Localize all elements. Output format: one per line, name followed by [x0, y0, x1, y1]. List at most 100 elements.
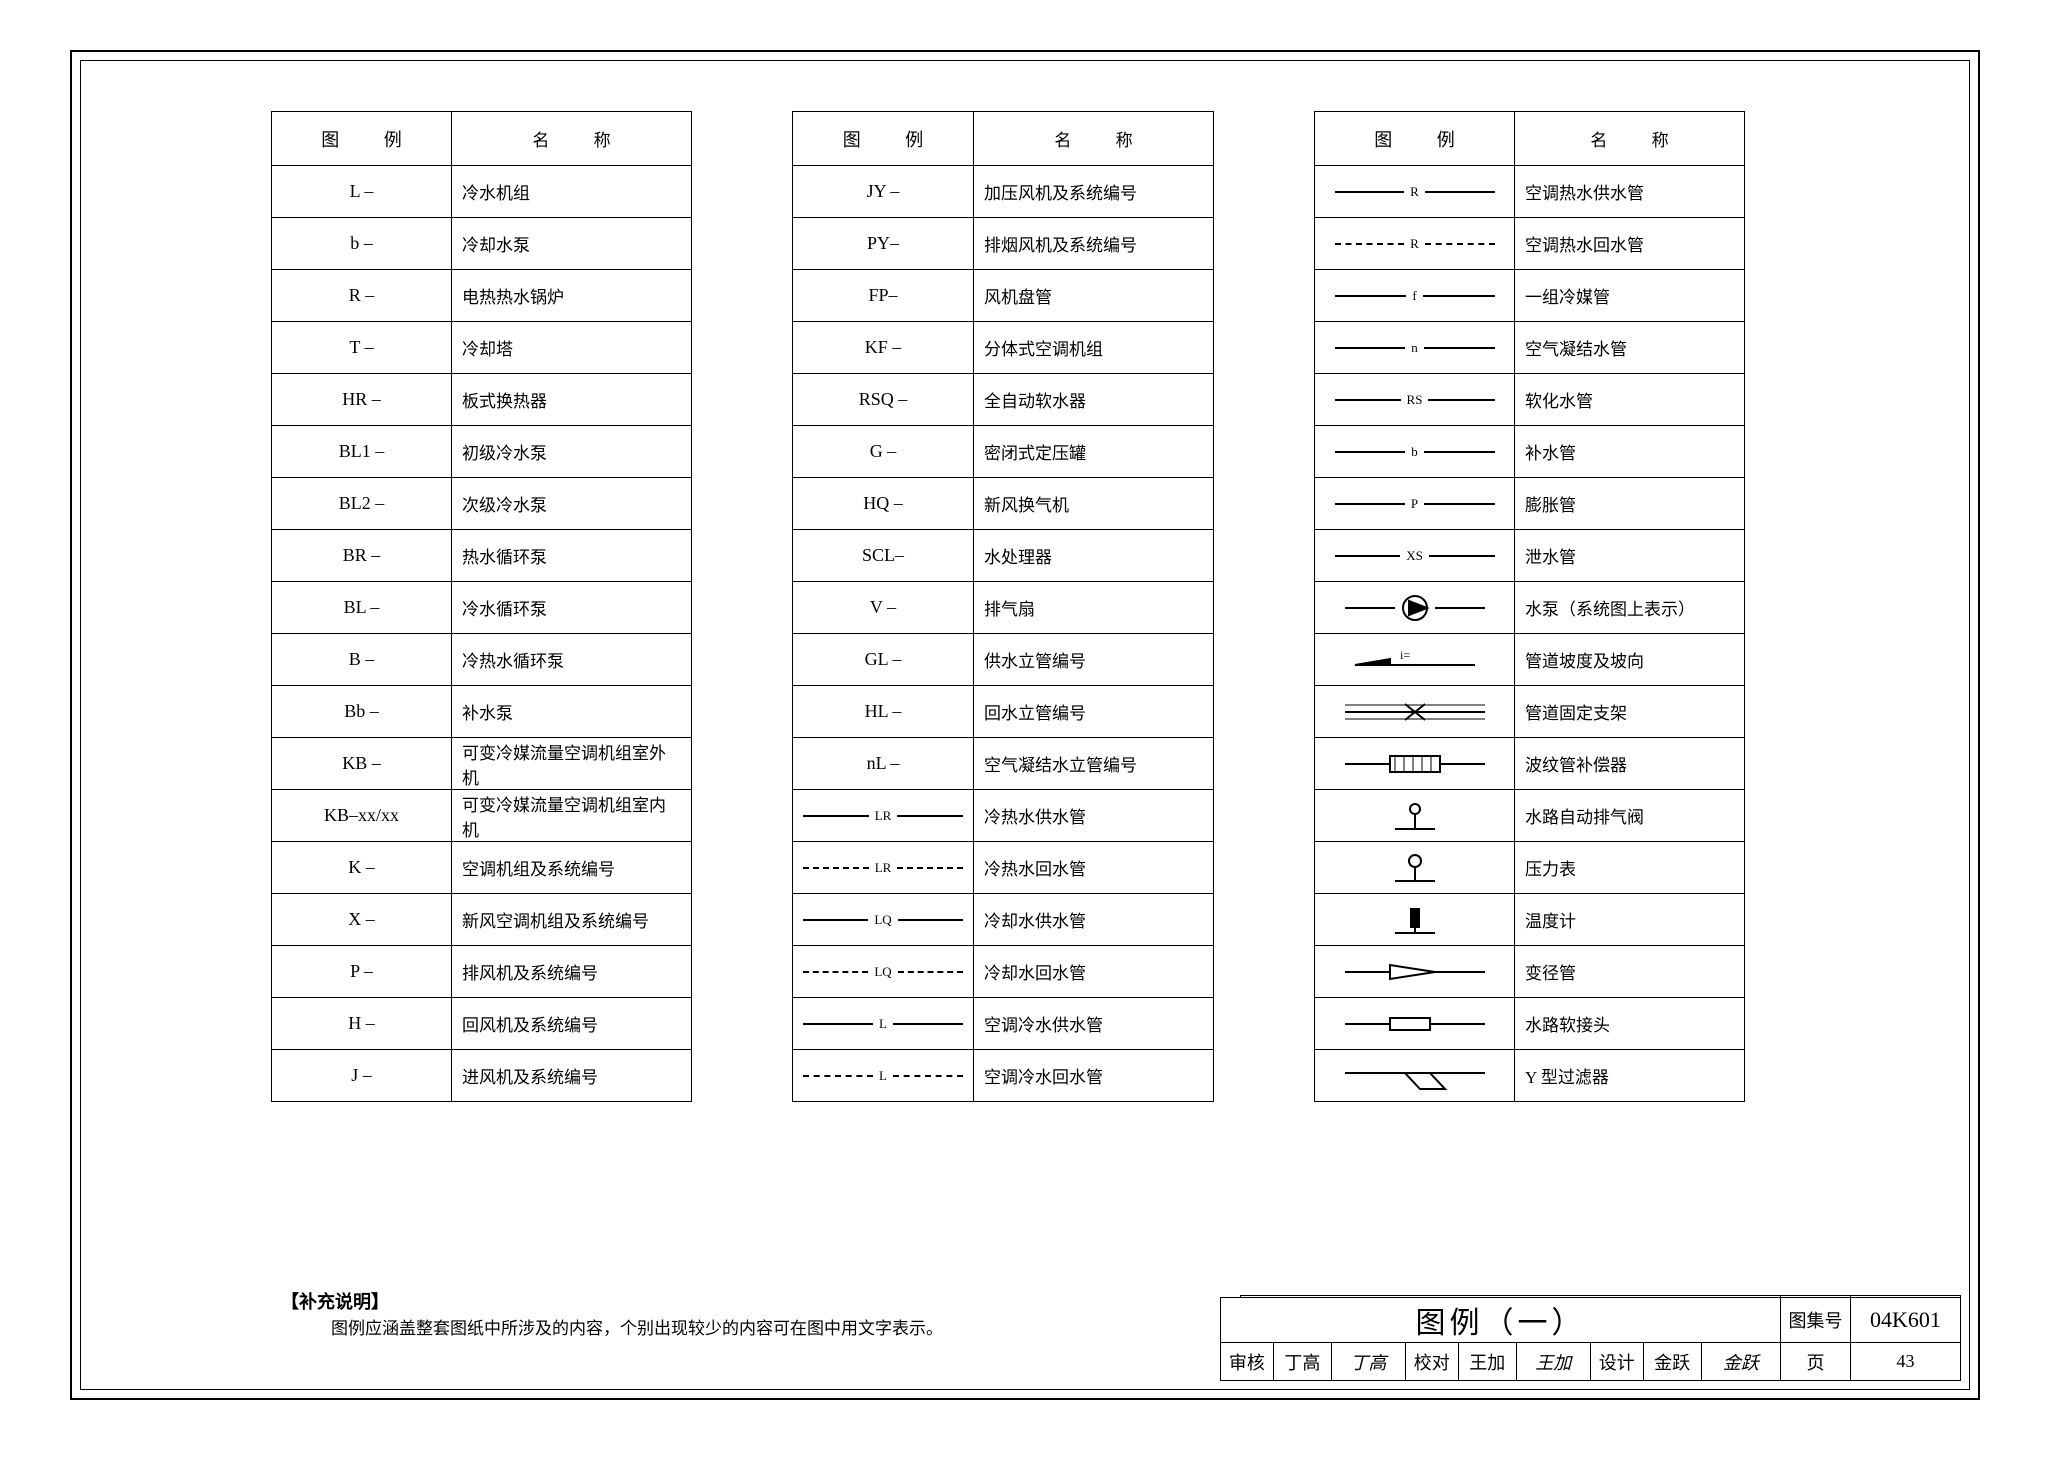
table-row: JY –加压风机及系统编号 — [793, 166, 1214, 218]
table-row: KF –分体式空调机组 — [793, 322, 1214, 374]
name-cell: 冷却水回水管 — [974, 946, 1214, 998]
name-cell: 管道坡度及坡向 — [1515, 634, 1745, 686]
table-row: HL –回水立管编号 — [793, 686, 1214, 738]
name-cell: 变径管 — [1515, 946, 1745, 998]
name-cell: 补水泵 — [452, 686, 692, 738]
table-row: K –空调机组及系统编号 — [272, 842, 692, 894]
table-row: P –排风机及系统编号 — [272, 946, 692, 998]
name-cell: 初级冷水泵 — [452, 426, 692, 478]
symbol-cell: R – — [272, 270, 452, 322]
svg-text:i=: i= — [1400, 648, 1410, 662]
symbol-cell: LR — [793, 790, 974, 842]
name-cell: 空调冷水供水管 — [974, 998, 1214, 1050]
symbol-cell: HL – — [793, 686, 974, 738]
table-row: R空调热水回水管 — [1315, 218, 1745, 270]
symbol-cell: PY– — [793, 218, 974, 270]
tables-container: 图 例 名 称 L –冷水机组b –冷却水泵R –电热热水锅炉T –冷却塔HR … — [271, 111, 1909, 1102]
symbol-cell: HR – — [272, 374, 452, 426]
table-row: L –冷水机组 — [272, 166, 692, 218]
proof-name: 王加 — [1458, 1343, 1516, 1381]
table-row: KB –可变冷媒流量空调机组室外机 — [272, 738, 692, 790]
table-row: HR –板式换热器 — [272, 374, 692, 426]
symbol-cell: P – — [272, 946, 452, 998]
name-cell: 空调冷水回水管 — [974, 1050, 1214, 1102]
design-label: 设计 — [1590, 1343, 1643, 1381]
name-cell: 空调热水回水管 — [1515, 218, 1745, 270]
name-cell: 波纹管补偿器 — [1515, 738, 1745, 790]
table-row: RS软化水管 — [1315, 374, 1745, 426]
name-cell: 可变冷媒流量空调机组室外机 — [452, 738, 692, 790]
symbol-cell: LR — [793, 842, 974, 894]
symbol-cell: BL2 – — [272, 478, 452, 530]
page-number: 43 — [1851, 1343, 1961, 1381]
name-cell: 空气凝结水管 — [1515, 322, 1745, 374]
symbol-cell: b — [1315, 426, 1515, 478]
name-cell: 空气凝结水立管编号 — [974, 738, 1214, 790]
name-cell: 空调机组及系统编号 — [452, 842, 692, 894]
symbol-cell — [1315, 582, 1515, 634]
name-cell: 软化水管 — [1515, 374, 1745, 426]
name-cell: 泄水管 — [1515, 530, 1745, 582]
table-row: 水路软接头 — [1315, 998, 1745, 1050]
col-header-name: 名 称 — [1515, 112, 1745, 166]
table-row: L空调冷水供水管 — [793, 998, 1214, 1050]
table-row: 压力表 — [1315, 842, 1745, 894]
symbol-cell: RS — [1315, 374, 1515, 426]
symbol-cell: P — [1315, 478, 1515, 530]
check-label: 审核 — [1221, 1343, 1274, 1381]
name-cell: 冷热水回水管 — [974, 842, 1214, 894]
col-header-name: 名 称 — [452, 112, 692, 166]
proof-label: 校对 — [1405, 1343, 1458, 1381]
symbol-cell: JY – — [793, 166, 974, 218]
symbol-cell: KF – — [793, 322, 974, 374]
proof-signature: 王加 — [1516, 1343, 1590, 1381]
table-row: B –冷热水循环泵 — [272, 634, 692, 686]
table-row: P膨胀管 — [1315, 478, 1745, 530]
name-cell: 风机盘管 — [974, 270, 1214, 322]
name-cell: 电热热水锅炉 — [452, 270, 692, 322]
table-row: R空调热水供水管 — [1315, 166, 1745, 218]
table-row: LR冷热水回水管 — [793, 842, 1214, 894]
symbol-cell: L — [793, 998, 974, 1050]
symbol-cell: RSQ – — [793, 374, 974, 426]
symbol-cell: BL – — [272, 582, 452, 634]
name-cell: 排风机及系统编号 — [452, 946, 692, 998]
col-header-symbol: 图 例 — [1315, 112, 1515, 166]
table-row: LQ冷却水供水管 — [793, 894, 1214, 946]
name-cell: Y 型过滤器 — [1515, 1050, 1745, 1102]
symbol-cell: KB – — [272, 738, 452, 790]
table-row: nL –空气凝结水立管编号 — [793, 738, 1214, 790]
table-row: 波纹管补偿器 — [1315, 738, 1745, 790]
name-cell: 回风机及系统编号 — [452, 998, 692, 1050]
symbol-cell: V – — [793, 582, 974, 634]
note-title: 【补充说明】 — [281, 1288, 943, 1314]
symbol-cell: f — [1315, 270, 1515, 322]
table-row: HQ –新风换气机 — [793, 478, 1214, 530]
name-cell: 冷热水供水管 — [974, 790, 1214, 842]
name-cell: 加压风机及系统编号 — [974, 166, 1214, 218]
name-cell: 水路自动排气阀 — [1515, 790, 1745, 842]
table-row: f一组冷媒管 — [1315, 270, 1745, 322]
set-number: 04K601 — [1851, 1298, 1961, 1343]
symbol-cell: X – — [272, 894, 452, 946]
title-block-final: 图例（一） 图集号 04K601 审核 丁高 丁高 校对 王加 王加 设计 金跃… — [1220, 1297, 1961, 1381]
name-cell: 管道固定支架 — [1515, 686, 1745, 738]
symbol-cell: FP– — [793, 270, 974, 322]
name-cell: 新风空调机组及系统编号 — [452, 894, 692, 946]
name-cell: 可变冷媒流量空调机组室内机 — [452, 790, 692, 842]
name-cell: 热水循环泵 — [452, 530, 692, 582]
symbol-cell: i= — [1315, 634, 1515, 686]
table-row: L空调冷水回水管 — [793, 1050, 1214, 1102]
symbol-cell: G – — [793, 426, 974, 478]
symbol-cell: Bb – — [272, 686, 452, 738]
symbol-cell: b – — [272, 218, 452, 270]
name-cell: 压力表 — [1515, 842, 1745, 894]
symbol-cell: SCL– — [793, 530, 974, 582]
name-cell: 冷水机组 — [452, 166, 692, 218]
name-cell: 排烟风机及系统编号 — [974, 218, 1214, 270]
table-row: 水路自动排气阀 — [1315, 790, 1745, 842]
name-cell: 水处理器 — [974, 530, 1214, 582]
name-cell: 冷水循环泵 — [452, 582, 692, 634]
table-row: R –电热热水锅炉 — [272, 270, 692, 322]
table-row: Bb –补水泵 — [272, 686, 692, 738]
